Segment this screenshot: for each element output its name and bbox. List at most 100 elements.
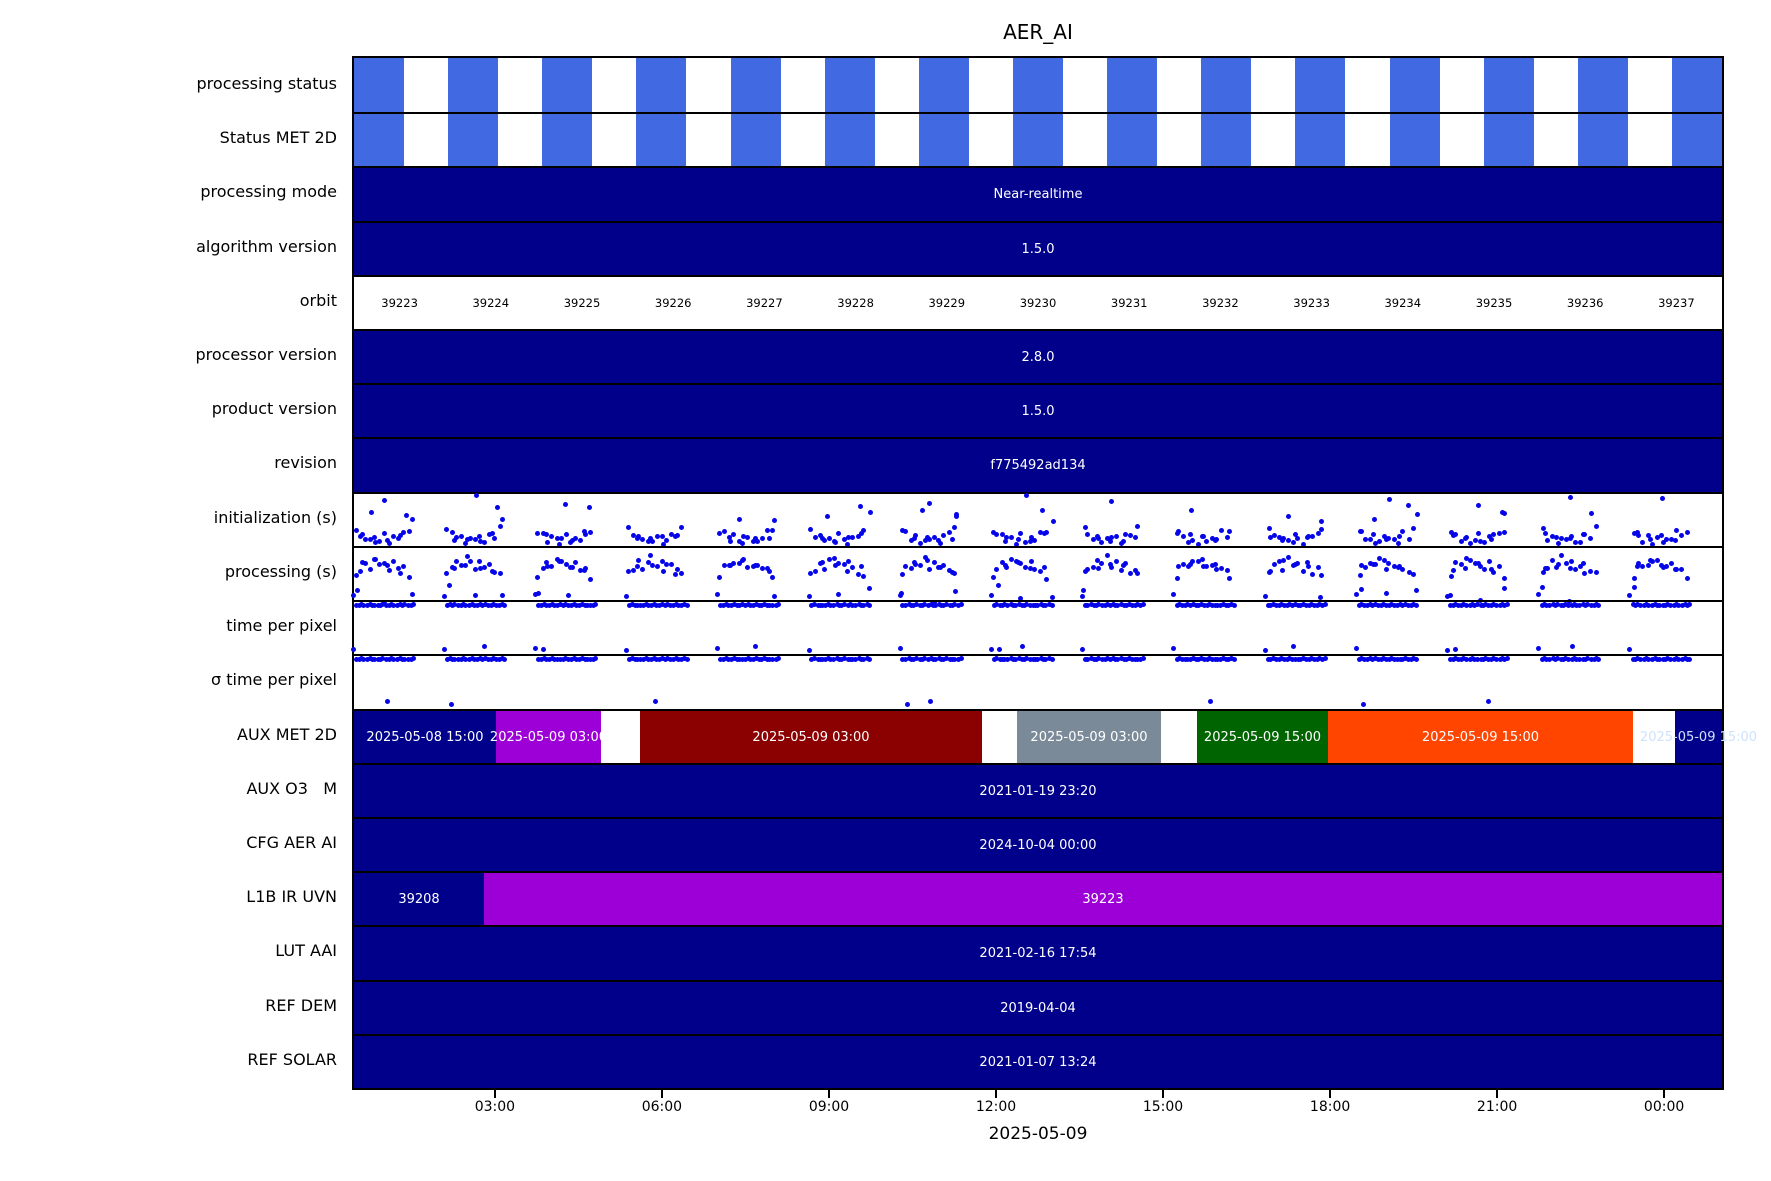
data-point — [453, 534, 459, 540]
data-point — [739, 602, 745, 608]
data-point — [471, 603, 477, 609]
data-point — [1319, 603, 1325, 609]
value-band: 2021-02-16 17:54 — [354, 927, 1722, 980]
data-point — [832, 563, 838, 568]
data-point — [572, 535, 578, 541]
data-point — [540, 647, 546, 652]
data-point — [737, 602, 742, 608]
data-point — [736, 560, 742, 566]
data-point — [659, 533, 665, 539]
data-point — [946, 529, 952, 535]
data-point — [1663, 563, 1669, 569]
data-point — [353, 528, 359, 534]
data-point — [1502, 529, 1508, 535]
data-point — [373, 539, 379, 545]
data-point — [752, 643, 758, 649]
data-point — [1199, 557, 1205, 563]
data-point — [1540, 584, 1546, 590]
data-point — [991, 530, 997, 536]
status-stripe — [1578, 114, 1628, 166]
data-point — [1186, 539, 1192, 545]
data-point — [661, 541, 667, 547]
data-point — [563, 656, 568, 662]
data-point — [1309, 534, 1315, 539]
data-point — [1459, 562, 1464, 568]
data-point — [1668, 656, 1674, 662]
data-point — [1031, 537, 1037, 543]
data-point — [535, 656, 541, 662]
orbit-number: 39234 — [1384, 296, 1422, 310]
data-point — [441, 647, 447, 653]
data-point — [453, 558, 459, 564]
data-point — [1300, 656, 1306, 662]
data-point — [1312, 603, 1317, 609]
data-point — [1558, 536, 1564, 541]
data-point — [1554, 534, 1560, 540]
data-point — [1359, 563, 1365, 569]
data-point — [371, 534, 377, 540]
data-point — [398, 571, 404, 576]
data-point — [1217, 657, 1223, 663]
data-point — [1286, 537, 1292, 543]
data-point — [820, 602, 825, 608]
data-point — [1023, 564, 1028, 570]
data-point — [648, 536, 654, 541]
data-point — [1141, 602, 1146, 608]
data-point — [1542, 531, 1548, 537]
data-point — [1547, 656, 1553, 662]
x-tick — [828, 1090, 830, 1098]
data-point — [1578, 563, 1584, 569]
data-point — [578, 537, 584, 543]
data-point — [745, 534, 751, 540]
data-point — [1080, 593, 1086, 599]
data-point — [583, 532, 589, 538]
data-point — [955, 657, 961, 663]
data-point — [1384, 603, 1390, 609]
data-point — [1353, 591, 1359, 597]
data-point — [645, 538, 651, 544]
data-point — [717, 602, 723, 608]
data-point — [1589, 510, 1595, 516]
data-point — [941, 602, 947, 608]
data-point — [1464, 657, 1469, 663]
data-point — [766, 569, 772, 574]
data-point — [1358, 572, 1363, 578]
data-point — [855, 571, 861, 577]
row-l1b-ir-uvn: 39208 39223 — [354, 871, 1722, 925]
data-point — [1587, 535, 1593, 541]
data-point — [1456, 602, 1462, 608]
data-point — [1107, 657, 1113, 663]
data-point — [1391, 657, 1397, 663]
data-point — [625, 525, 631, 530]
data-point — [1359, 586, 1365, 592]
data-point — [485, 602, 491, 608]
data-point — [1090, 564, 1096, 570]
data-point — [471, 657, 477, 663]
data-point — [1487, 558, 1493, 564]
data-point — [1093, 603, 1099, 609]
data-point — [535, 602, 541, 608]
data-point — [745, 565, 751, 571]
data-point — [1209, 657, 1215, 663]
data-point — [362, 537, 368, 543]
status-stripe — [1672, 58, 1722, 112]
data-point — [493, 603, 499, 608]
data-point — [717, 656, 723, 662]
data-point — [930, 656, 936, 662]
data-point — [1282, 603, 1287, 609]
data-point — [1295, 560, 1301, 566]
data-point — [1659, 532, 1665, 538]
data-point — [1588, 656, 1594, 662]
orbit-number: 39232 — [1202, 296, 1239, 310]
data-point — [1037, 568, 1043, 574]
data-point — [1453, 531, 1459, 537]
row-revision: f775492ad134 — [354, 437, 1722, 492]
data-point — [1400, 528, 1406, 534]
data-point — [1359, 656, 1365, 662]
data-point — [926, 536, 932, 542]
data-point — [1008, 535, 1014, 540]
data-point — [656, 656, 662, 662]
data-point — [922, 555, 928, 560]
status-stripe — [1578, 58, 1628, 112]
data-point — [839, 602, 845, 608]
